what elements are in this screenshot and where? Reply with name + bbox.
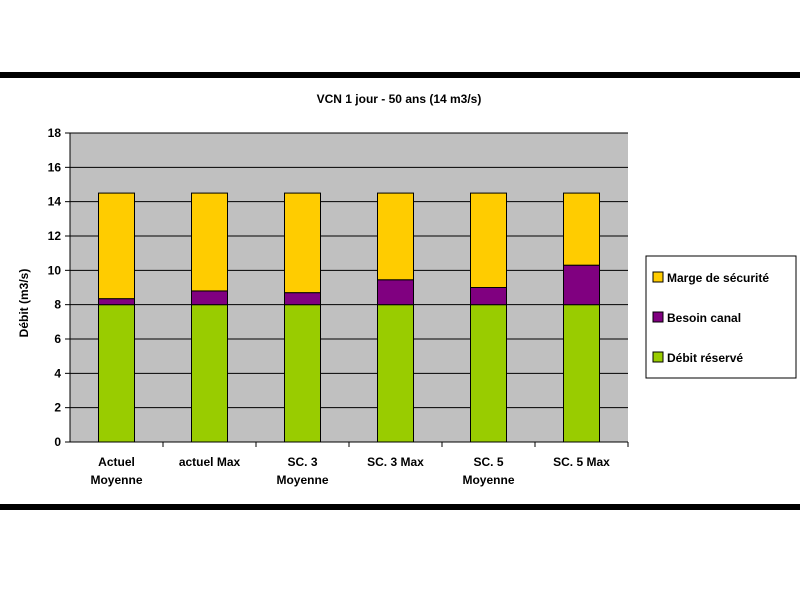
x-category-label: SC. 5 Max: [553, 455, 610, 469]
chart-title: VCN 1 jour - 50 ans (14 m3/s): [317, 92, 482, 106]
y-tick-label: 6: [54, 332, 61, 346]
legend-label: Besoin canal: [667, 311, 741, 325]
x-category-label: SC. 5: [473, 455, 503, 469]
bar-sc5-moyenne-besoin-canal: [470, 287, 507, 306]
legend-swatch: [652, 271, 664, 283]
bar-actuel-moyenne-debit-reserve: [98, 304, 135, 443]
x-category-label: Moyenne: [90, 473, 142, 487]
legend-box: [645, 255, 797, 379]
bar-sc3-moyenne-besoin-canal: [284, 292, 321, 306]
y-tick-label: 16: [48, 160, 62, 174]
bar-sc5-moyenne-debit-reserve: [470, 304, 507, 443]
chart-frame: VCN 1 jour - 50 ans (14 m3/s) Débit (m3/…: [0, 72, 800, 510]
y-tick-label: 10: [48, 263, 62, 277]
y-tick-label: 0: [54, 435, 61, 449]
x-category-label: actuel Max: [179, 455, 241, 469]
bar-actuel-moyenne-marge-securite: [98, 192, 135, 300]
y-tick-label: 4: [54, 366, 61, 380]
bar-sc3-max-marge-securite: [377, 192, 414, 281]
stacked-bar-chart: VCN 1 jour - 50 ans (14 m3/s) Débit (m3/…: [17, 92, 797, 487]
legend-label: Débit réservé: [667, 351, 743, 365]
x-category-label: SC. 3 Max: [367, 455, 424, 469]
bar-sc5-max-besoin-canal: [563, 264, 600, 306]
y-tick-label: 8: [54, 298, 61, 312]
bar-sc5-moyenne-marge-securite: [470, 192, 507, 288]
x-category-label: Actuel: [98, 455, 135, 469]
y-tick-label: 18: [48, 126, 62, 140]
bar-actuel-max-debit-reserve: [191, 304, 228, 443]
bar-actuel-moyenne-besoin-canal: [98, 298, 135, 306]
y-axis-label: Débit (m3/s): [17, 269, 31, 338]
plot-area: 0 2 4 6 8 10 12 14 16 18 Actuel Moyenne actuel Max SC…: [48, 126, 629, 487]
y-tick-label: 12: [48, 229, 62, 243]
y-tick-label: 2: [54, 401, 61, 415]
y-tick-label: 14: [48, 195, 62, 209]
bar-sc3-moyenne-debit-reserve: [284, 304, 321, 443]
bar-sc3-max-besoin-canal: [377, 279, 414, 306]
legend-swatch: [652, 351, 664, 363]
legend-swatch: [652, 311, 664, 323]
bar-sc3-max-debit-reserve: [377, 304, 414, 443]
x-category-label: Moyenne: [462, 473, 514, 487]
plot-background: [70, 133, 628, 442]
x-category-label: Moyenne: [276, 473, 328, 487]
legend-label: Marge de sécurité: [667, 271, 769, 285]
bar-sc5-max-marge-securite: [563, 192, 600, 266]
bar-sc5-max-debit-reserve: [563, 304, 600, 443]
bar-actuel-max-marge-securite: [191, 192, 228, 292]
x-category-label: SC. 3: [287, 455, 317, 469]
legend: Marge de sécurité Besoin canal Débit réser…: [645, 255, 797, 379]
bar-actuel-max-besoin-canal: [191, 290, 228, 306]
bar-sc3-moyenne-marge-securite: [284, 192, 321, 294]
